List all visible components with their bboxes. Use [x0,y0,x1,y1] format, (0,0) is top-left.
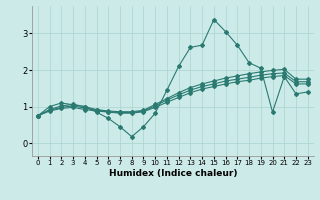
X-axis label: Humidex (Indice chaleur): Humidex (Indice chaleur) [108,169,237,178]
